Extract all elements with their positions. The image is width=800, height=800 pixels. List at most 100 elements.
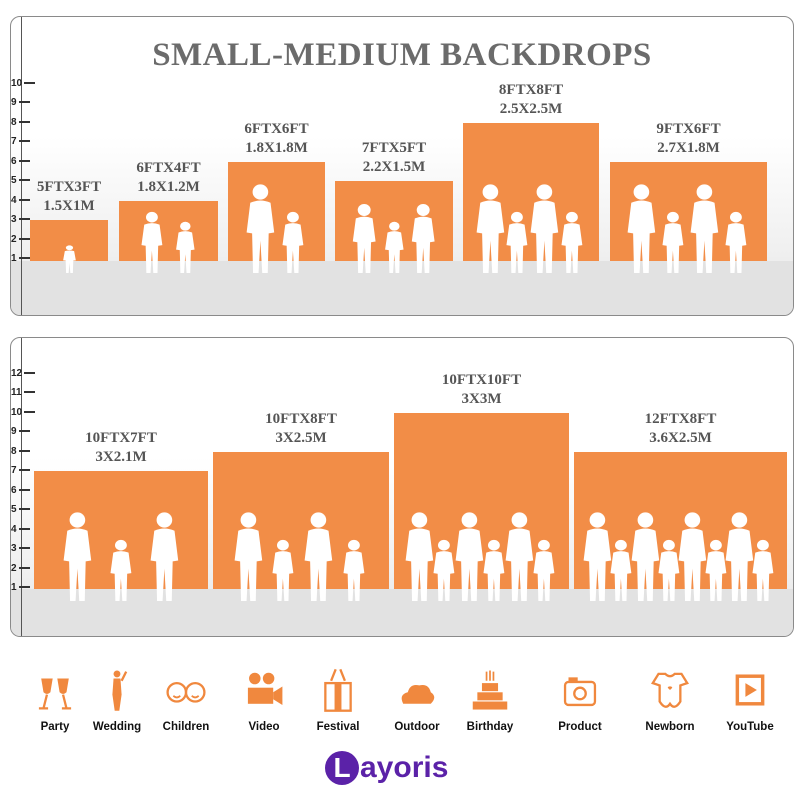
size-feet: 5FTX3FT [36,179,102,195]
person-silhouette-icon [506,211,528,273]
use-case-label: Video [248,721,280,733]
person-silhouette-icon [234,512,262,601]
scale-tick: 6 [11,155,30,167]
use-case-label: Newborn [645,721,695,733]
scale-tick: 6 [11,484,30,496]
play-button-icon [735,674,765,706]
person-silhouette-icon [62,245,76,273]
tick-label: 6 [11,155,17,167]
scale-tick: 7 [11,137,30,147]
use-case-label: Party [40,721,70,733]
tick-label: 4 [11,194,17,206]
use-case-label: YouTube [726,721,774,733]
page-title: SMALL-MEDIUM BACKDROPS [152,37,652,73]
person-silhouette-icon [412,204,435,273]
scale-tick: 1 [11,583,30,593]
scale-tick: 12 [11,367,36,379]
gift-box-icon [324,668,352,712]
person-silhouette-icon [610,539,632,601]
size-meters: 2.5X2.5M [499,100,563,117]
use-case-label: Wedding [92,721,142,733]
size-meters: 1.8X1.8M [245,139,308,156]
use-case-youtube: YouTube [715,665,785,733]
person-silhouette-icon [272,539,294,601]
tick-label: 1 [11,253,17,264]
size-meters: 3X3M [461,390,502,407]
use-case-party: Party [20,665,90,733]
tick-label: 4 [11,523,17,535]
use-case-newborn: Newborn [635,665,705,733]
scale-tick: 1 [11,254,30,264]
person-silhouette-icon [533,539,555,601]
logo-text: ayoris [360,751,449,784]
scale-tick: 7 [11,466,30,476]
tick-label: 5 [11,175,17,186]
size-feet: 9FTX6FT [656,120,721,137]
size-meters: 2.7X1.8M [657,139,720,156]
tick-label: 3 [11,543,17,554]
backdrop-size-bar [119,200,218,261]
scale-tick: 9 [11,427,30,437]
backdrop-size-label: 6FTX4FT 1.8X1.2M [136,159,200,197]
person-silhouette-icon [405,512,433,601]
backdrop-size-label: 10FTX8FT 3X2.5M [265,410,337,448]
use-case-outdoor: Outdoor [382,665,452,733]
tick-label: 2 [11,233,17,245]
use-case-festival: Festival [303,665,373,733]
backdrop-size-label: 9FTX6FT 2.7X1.8M [656,120,720,158]
size-feet: 10FTX10FT [441,371,522,388]
tick-label: 7 [11,465,17,476]
person-silhouette-icon [353,204,376,273]
person-silhouette-icon [690,184,718,273]
scale-tick: 4 [11,194,30,206]
tick-label: 7 [11,136,17,147]
person-silhouette-icon [282,211,304,273]
backdrop-size-label: 7FTX5FT 2.2X1.5M [362,139,426,177]
tick-label: 12 [11,367,23,379]
person-silhouette-icon [678,512,707,601]
backdrop-size-label: 5FTX3FT 1.5X1M [37,178,101,216]
champagne-glasses-icon [38,678,72,710]
person-silhouette-icon [505,512,533,601]
use-case-label: Festival [316,721,360,733]
scale-tick: 5 [11,176,30,186]
person-silhouette-icon [384,221,404,273]
person-silhouette-icon [455,512,483,601]
tick-label: 1 [11,582,17,593]
use-case-video: Video [229,665,299,733]
backdrop-size-label: 8FTX8FT 2.5X2.5M [499,81,563,119]
size-feet: 12FTX8FT [644,410,717,427]
use-case-label: Product [558,721,602,733]
floor [11,261,793,315]
tick-label: 2 [11,562,17,574]
scale-tick: 3 [11,215,30,225]
person-silhouette-icon [631,512,659,601]
small-medium-panel: SMALL-MEDIUM BACKDROPS 1 2 3 4 5 6 7 8 9 10 5FTX3… [10,16,794,316]
person-silhouette-icon [705,539,727,601]
use-case-product: Product [545,665,615,733]
scale-tick: 8 [11,116,30,128]
size-meters: 3.6X2.5M [649,429,712,446]
size-meters: 1.5X1M [43,198,95,214]
size-feet: 6FTX6FT [244,120,309,137]
person-silhouette-icon [725,512,754,601]
scale-tick: 3 [11,544,30,554]
scale-tick: 11 [11,388,35,398]
scale-tick: 4 [11,523,30,535]
baby-onesie-icon [651,672,689,708]
size-feet: 10FTX7FT [85,430,157,446]
size-meters: 3X2.5M [275,429,327,446]
use-case-row: Party Wedding Children Video Festival Outdoor… [0,665,800,755]
tick-label: 9 [11,426,17,437]
scale-tick: 2 [11,562,30,574]
person-silhouette-icon [175,221,195,273]
cloud-icon [401,684,435,704]
tick-label: 6 [11,484,17,496]
person-silhouette-icon [725,211,747,273]
scale-tick: 10 [11,407,36,418]
size-meters: 2.2X1.5M [362,159,426,175]
tick-label: 8 [11,116,17,128]
size-feet: 10FTX8FT [265,410,337,427]
scale-tick: 10 [11,78,36,89]
